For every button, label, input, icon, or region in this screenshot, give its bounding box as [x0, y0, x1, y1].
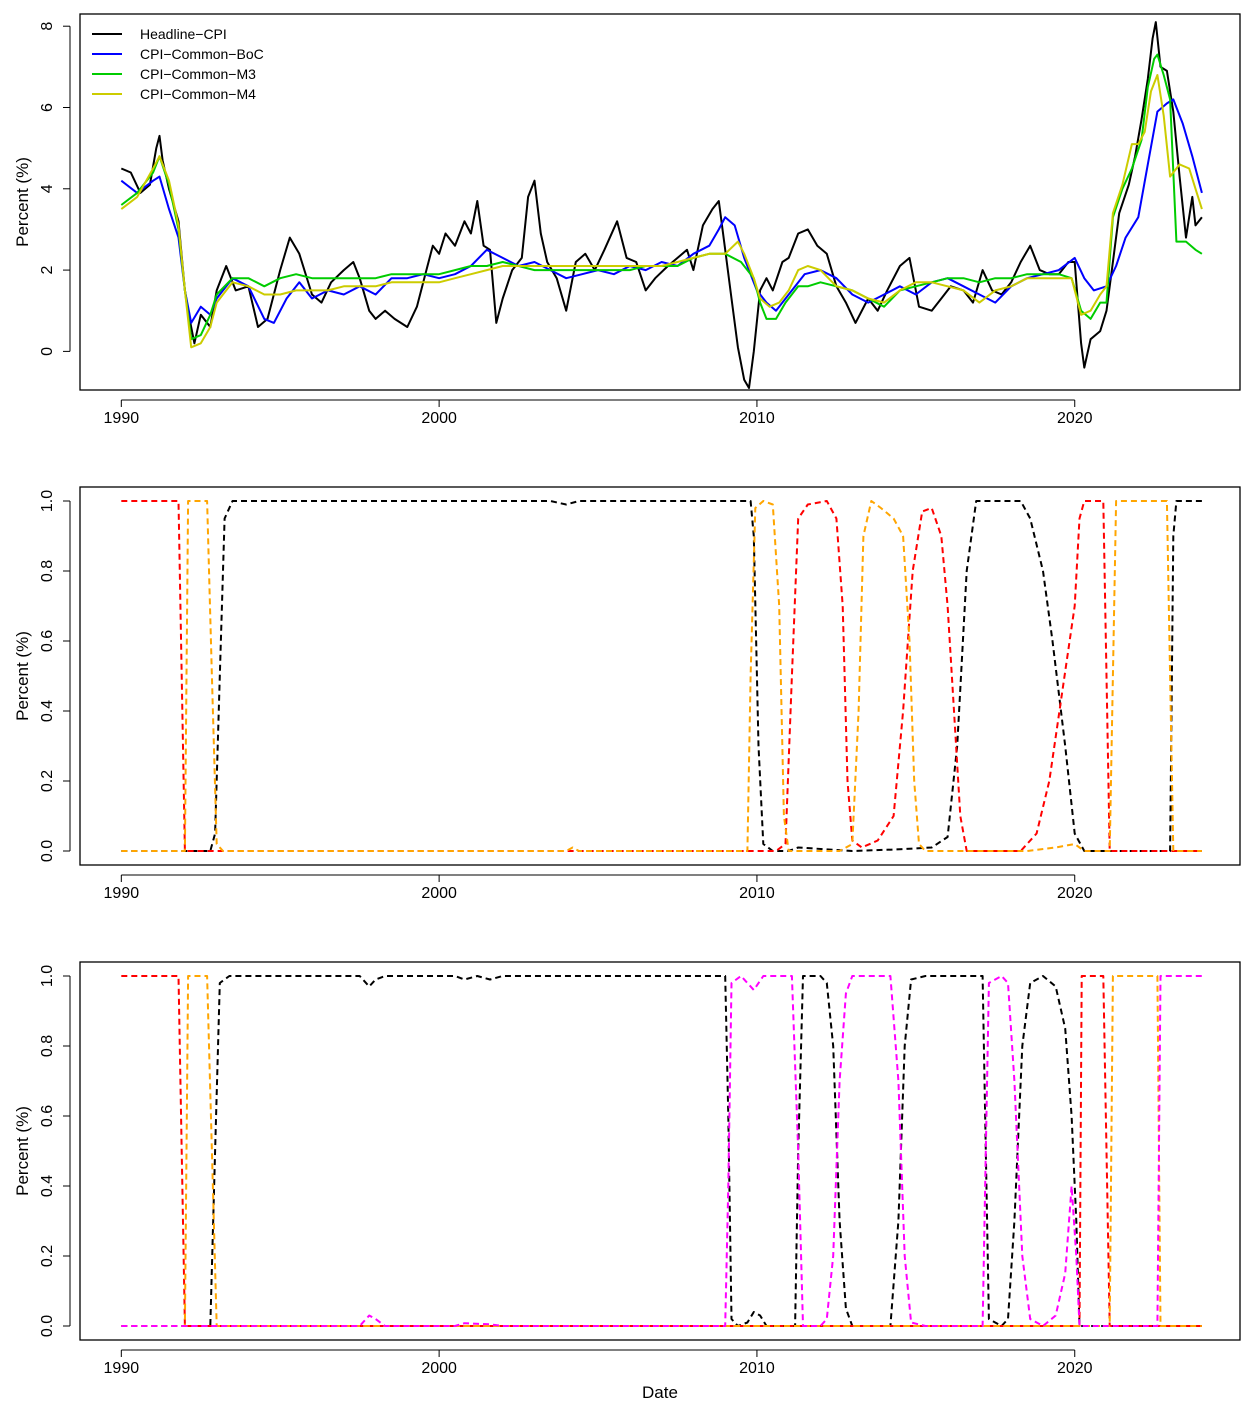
panel-2: 1990 2000 2010 2020 0.0 0.2 0.4 0.6 0.8 1.0 Percen… — [13, 486, 1241, 902]
y-tick-label: 0.2 — [39, 770, 56, 792]
x-tick-label: 2010 — [739, 885, 775, 902]
y-tick-label: 1.0 — [39, 490, 56, 512]
x-tick-label: 2000 — [421, 1360, 457, 1377]
series-line-cpi-common-boc — [120, 98, 1203, 324]
series-line-state-red — [121, 500, 1202, 852]
series-line-state-black — [121, 500, 1202, 852]
y-tick-label: 0.0 — [39, 840, 56, 862]
y-tick-label: 0.0 — [39, 1315, 56, 1337]
series-line-state-red — [121, 975, 1202, 1327]
y-tick-label: 0.6 — [39, 1105, 56, 1127]
x-tick-label: 2010 — [739, 410, 775, 427]
x-tick-label: 2020 — [1057, 885, 1093, 902]
legend-label: Headline−CPI — [140, 26, 227, 42]
y-tick-label: 4 — [39, 184, 56, 193]
y-tick-label: 0.8 — [39, 560, 56, 582]
legend-label: CPI−Common−M4 — [140, 86, 256, 102]
y-tick-label: 0.8 — [39, 1035, 56, 1057]
y-tick-label: 1.0 — [39, 965, 56, 987]
y-tick-label: 0.2 — [39, 1245, 56, 1267]
y-tick-label: 2 — [39, 266, 56, 275]
y-tick-label: 6 — [39, 103, 56, 112]
series-line-state-magenta — [121, 975, 1202, 1327]
y-tick-label: 8 — [39, 22, 56, 31]
y-tick-label: 0.4 — [39, 700, 56, 722]
plot-frame — [79, 13, 1241, 391]
series-line-cpi-common-m3 — [120, 53, 1203, 341]
legend-label: CPI−Common−M3 — [140, 66, 256, 82]
x-axis-title: Date — [642, 1383, 678, 1402]
y-tick-label: 0 — [39, 347, 56, 356]
series-line-cpi-common-m4 — [120, 74, 1203, 349]
y-tick-label: 0.6 — [39, 630, 56, 652]
y-axis-title: Percent (%) — [13, 631, 32, 721]
panel-1: 1990 2000 2010 2020 0 2 4 6 8 Percent (%) Headline… — [13, 13, 1241, 427]
series-line-state-orange — [121, 500, 1202, 852]
x-tick-label: 1990 — [104, 1360, 140, 1377]
x-tick-label: 2020 — [1057, 410, 1093, 427]
plot-frame — [79, 486, 1241, 866]
y-axis-title: Percent (%) — [13, 1106, 32, 1196]
x-tick-label: 2000 — [421, 410, 457, 427]
x-tick-label: 2000 — [421, 885, 457, 902]
y-tick-label: 0.4 — [39, 1175, 56, 1197]
plot-frame — [79, 961, 1241, 1341]
x-tick-label: 1990 — [104, 410, 140, 427]
y-axis-title: Percent (%) — [13, 157, 32, 247]
x-tick-label: 2020 — [1057, 1360, 1093, 1377]
legend-label: CPI−Common−BoC — [140, 46, 264, 62]
series-line-state-orange — [121, 975, 1202, 1327]
x-tick-label: 2010 — [739, 1360, 775, 1377]
legend: Headline−CPI CPI−Common−BoC CPI−Common−M3 C… — [92, 26, 264, 102]
series-line-headline-cpi — [120, 21, 1203, 389]
x-tick-label: 1990 — [104, 885, 140, 902]
series-line-state-black — [121, 975, 1202, 1327]
panel-3: 1990 2000 2010 2020 0.0 0.2 0.4 0.6 0.8 1.0 Percen… — [13, 961, 1241, 1377]
